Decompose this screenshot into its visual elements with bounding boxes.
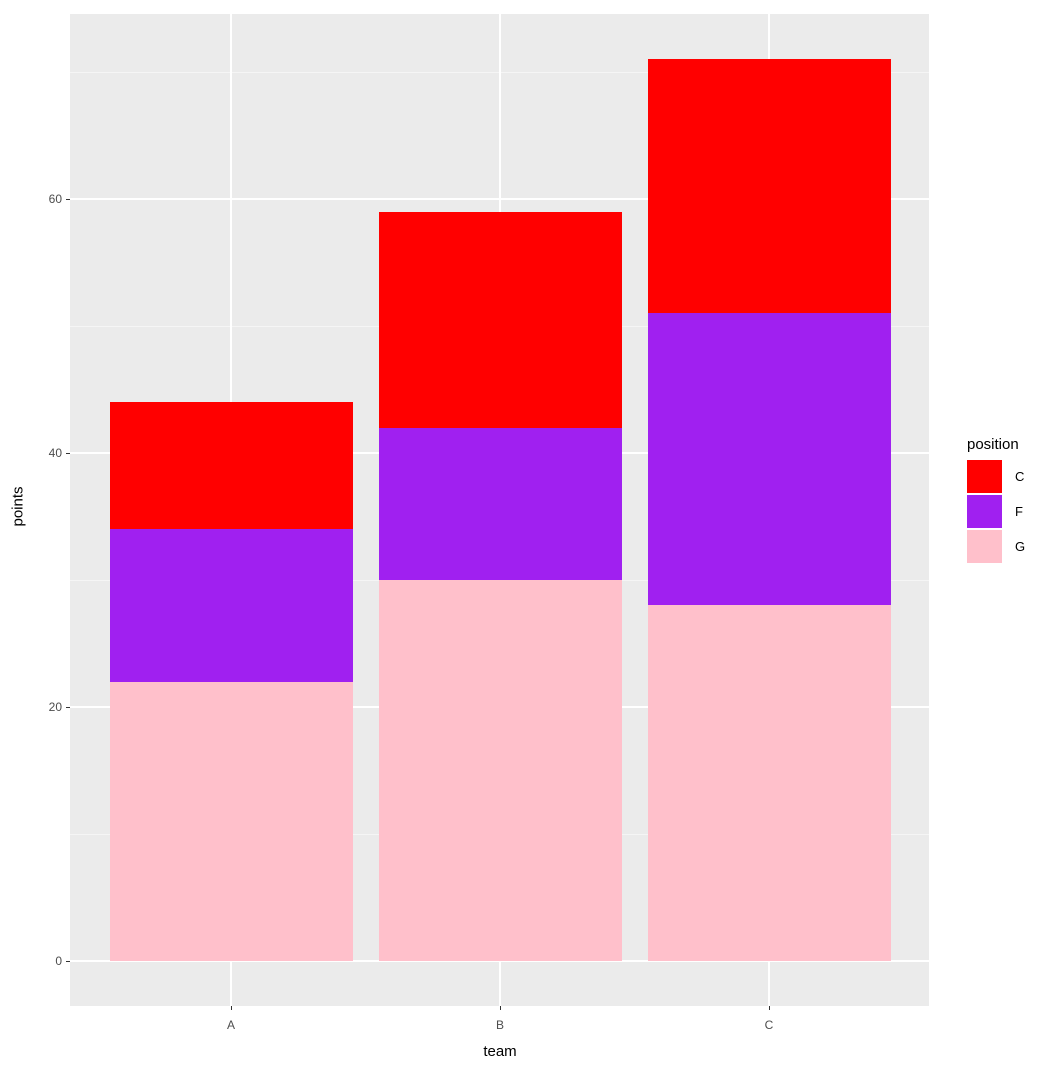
y-axis-label: points — [9, 486, 27, 527]
bar-A-C — [109, 402, 353, 530]
y-tick-label: 60 — [48, 192, 62, 206]
legend-title: position — [967, 436, 1019, 453]
legend-label: F — [1015, 504, 1023, 519]
legend-swatch — [967, 495, 1002, 528]
plot-panel — [70, 14, 929, 1006]
legend-swatch — [967, 460, 1002, 493]
legend-item-C: C — [967, 459, 1025, 494]
y-tick-mark — [66, 961, 70, 962]
bar-C-G — [647, 605, 891, 961]
bar-C-F — [647, 313, 891, 606]
x-tick-label: C — [764, 1018, 774, 1032]
legend-item-F: F — [967, 494, 1025, 529]
y-tick-label: 40 — [48, 446, 62, 460]
y-tick-mark — [66, 707, 70, 708]
y-tick-mark — [66, 453, 70, 454]
legend-label: C — [1015, 469, 1025, 484]
y-tick-mark — [66, 199, 70, 200]
legend-label: G — [1015, 539, 1026, 554]
y-tick-label: 20 — [48, 700, 62, 714]
legend-swatch — [967, 530, 1002, 563]
bar-C-C — [647, 59, 891, 314]
x-tick-mark — [769, 1006, 770, 1010]
x-tick-mark — [231, 1006, 232, 1010]
bar-A-G — [109, 681, 353, 961]
bar-B-G — [378, 580, 622, 961]
x-tick-label: B — [495, 1018, 504, 1032]
x-tick-mark — [500, 1006, 501, 1010]
x-axis-label: team — [483, 1043, 517, 1060]
bar-B-C — [378, 211, 622, 428]
bar-A-F — [109, 529, 353, 682]
bar-B-F — [378, 427, 622, 580]
legend-item-G: G — [967, 529, 1025, 564]
y-tick-label: 0 — [55, 954, 62, 968]
x-tick-label: A — [226, 1018, 235, 1032]
legend: position C F G — [967, 436, 1025, 564]
